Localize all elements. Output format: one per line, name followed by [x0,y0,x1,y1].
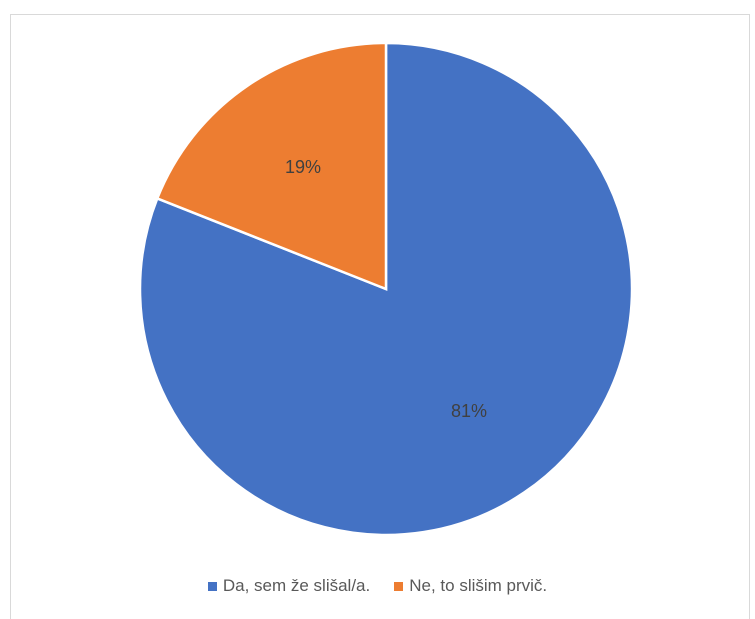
legend-label-da: Da, sem že slišal/a. [222,576,371,595]
pie-slice-da [138,41,634,537]
chart-legend: Da, sem že slišal/a. Ne, to slišim prvič… [0,576,755,596]
legend-swatch-ne [394,581,404,591]
pie-slices [138,41,634,537]
pie-label-ne: 19% [285,157,321,177]
legend-item-da: Da, sem že slišal/a. [207,576,371,596]
pie-labels: 81% 19% [285,157,487,421]
legend-label-ne: Ne, to slišim prvič. [409,576,548,595]
legend-item-ne: Ne, to slišim prvič. [394,576,547,596]
pie-slice-ne [155,41,388,291]
pie-label-da: 81% [451,401,487,421]
legend-swatch-da [207,581,217,591]
